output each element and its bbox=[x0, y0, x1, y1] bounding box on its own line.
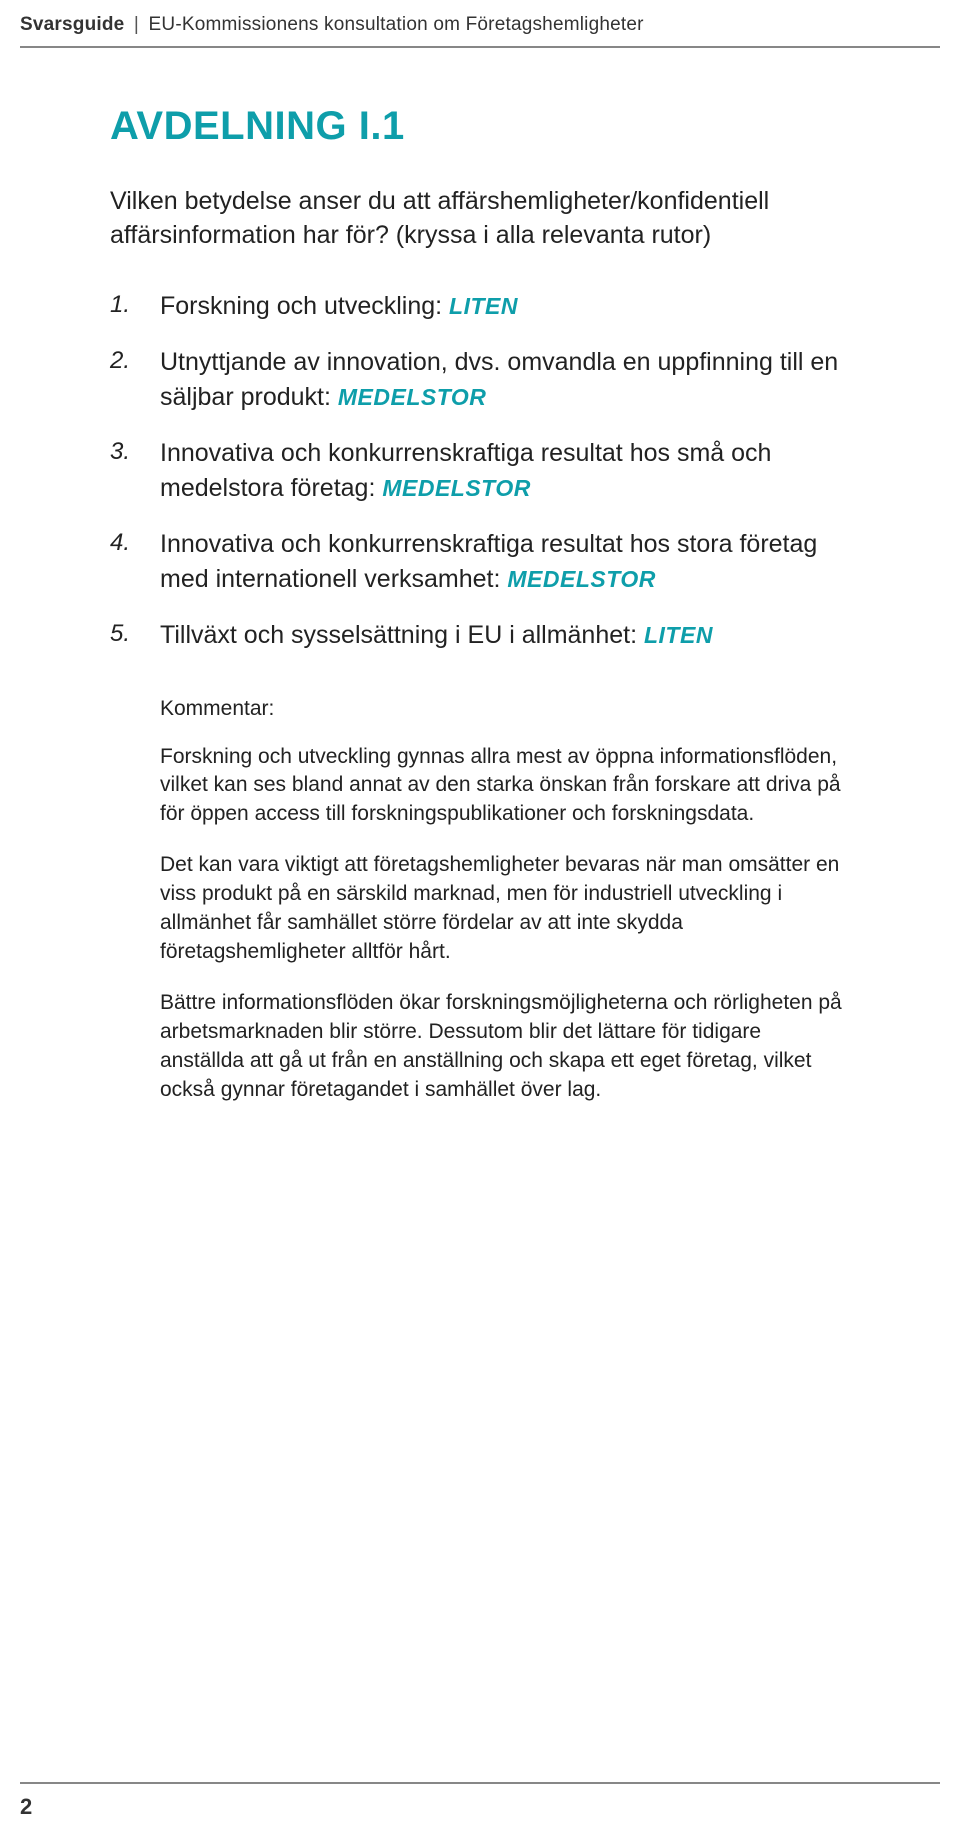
section-heading: AVDELNING I.1 bbox=[110, 104, 850, 149]
header-separator: | bbox=[134, 14, 139, 35]
section-intro: Vilken betydelse anser du att affärsheml… bbox=[110, 185, 850, 253]
page-header: Svarsguide | EU-Kommissionens konsultati… bbox=[0, 0, 960, 36]
list-item-number: 4. bbox=[110, 527, 132, 596]
list-item-text: Innovativa och konkurrenskraftiga result… bbox=[160, 530, 817, 593]
list-item-number: 3. bbox=[110, 436, 132, 505]
list-item-body: Tillväxt och sysselsättning i EU i allmä… bbox=[160, 618, 850, 653]
page-number: 2 bbox=[20, 1794, 32, 1820]
answer-tag: LITEN bbox=[449, 293, 518, 319]
comment-paragraph: Forskning och utveckling gynnas allra me… bbox=[160, 743, 850, 830]
comment-label: Kommentar: bbox=[160, 697, 850, 721]
answer-tag: MEDELSTOR bbox=[338, 384, 486, 410]
answer-tag: MEDELSTOR bbox=[507, 566, 655, 592]
list-item: 2. Utnyttjande av innovation, dvs. omvan… bbox=[110, 345, 850, 414]
list-item-body: Innovativa och konkurrenskraftiga result… bbox=[160, 436, 850, 505]
header-line: Svarsguide | EU-Kommissionens konsultati… bbox=[20, 14, 940, 36]
list-item: 4. Innovativa och konkurrenskraftiga res… bbox=[110, 527, 850, 596]
list-item-body: Innovativa och konkurrenskraftiga result… bbox=[160, 527, 850, 596]
answer-tag: MEDELSTOR bbox=[382, 475, 530, 501]
list-item: 5. Tillväxt och sysselsättning i EU i al… bbox=[110, 618, 850, 653]
list-item: 1. Forskning och utveckling: LITEN bbox=[110, 289, 850, 324]
list-item-text: Forskning och utveckling: bbox=[160, 292, 449, 320]
header-prefix: Svarsguide bbox=[20, 14, 124, 35]
header-title: EU-Kommissionens konsultation om Företag… bbox=[149, 14, 644, 35]
numbered-list: 1. Forskning och utveckling: LITEN 2. Ut… bbox=[110, 289, 850, 653]
list-item-text: Utnyttjande av innovation, dvs. omvandla… bbox=[160, 348, 838, 411]
answer-tag: LITEN bbox=[644, 622, 713, 648]
comment-paragraph: Det kan vara viktigt att företagshemligh… bbox=[160, 851, 850, 967]
list-item-number: 5. bbox=[110, 618, 132, 653]
list-item-number: 2. bbox=[110, 345, 132, 414]
page-content: AVDELNING I.1 Vilken betydelse anser du … bbox=[0, 48, 960, 1105]
list-item: 3. Innovativa och konkurrenskraftiga res… bbox=[110, 436, 850, 505]
footer-rule bbox=[20, 1782, 940, 1784]
list-item-number: 1. bbox=[110, 289, 132, 324]
list-item-text: Tillväxt och sysselsättning i EU i allmä… bbox=[160, 621, 644, 649]
comment-paragraph: Bättre informationsflöden ökar forskning… bbox=[160, 989, 850, 1105]
list-item-body: Utnyttjande av innovation, dvs. omvandla… bbox=[160, 345, 850, 414]
comment-block: Kommentar: Forskning och utveckling gynn… bbox=[110, 697, 850, 1106]
list-item-body: Forskning och utveckling: LITEN bbox=[160, 289, 850, 324]
